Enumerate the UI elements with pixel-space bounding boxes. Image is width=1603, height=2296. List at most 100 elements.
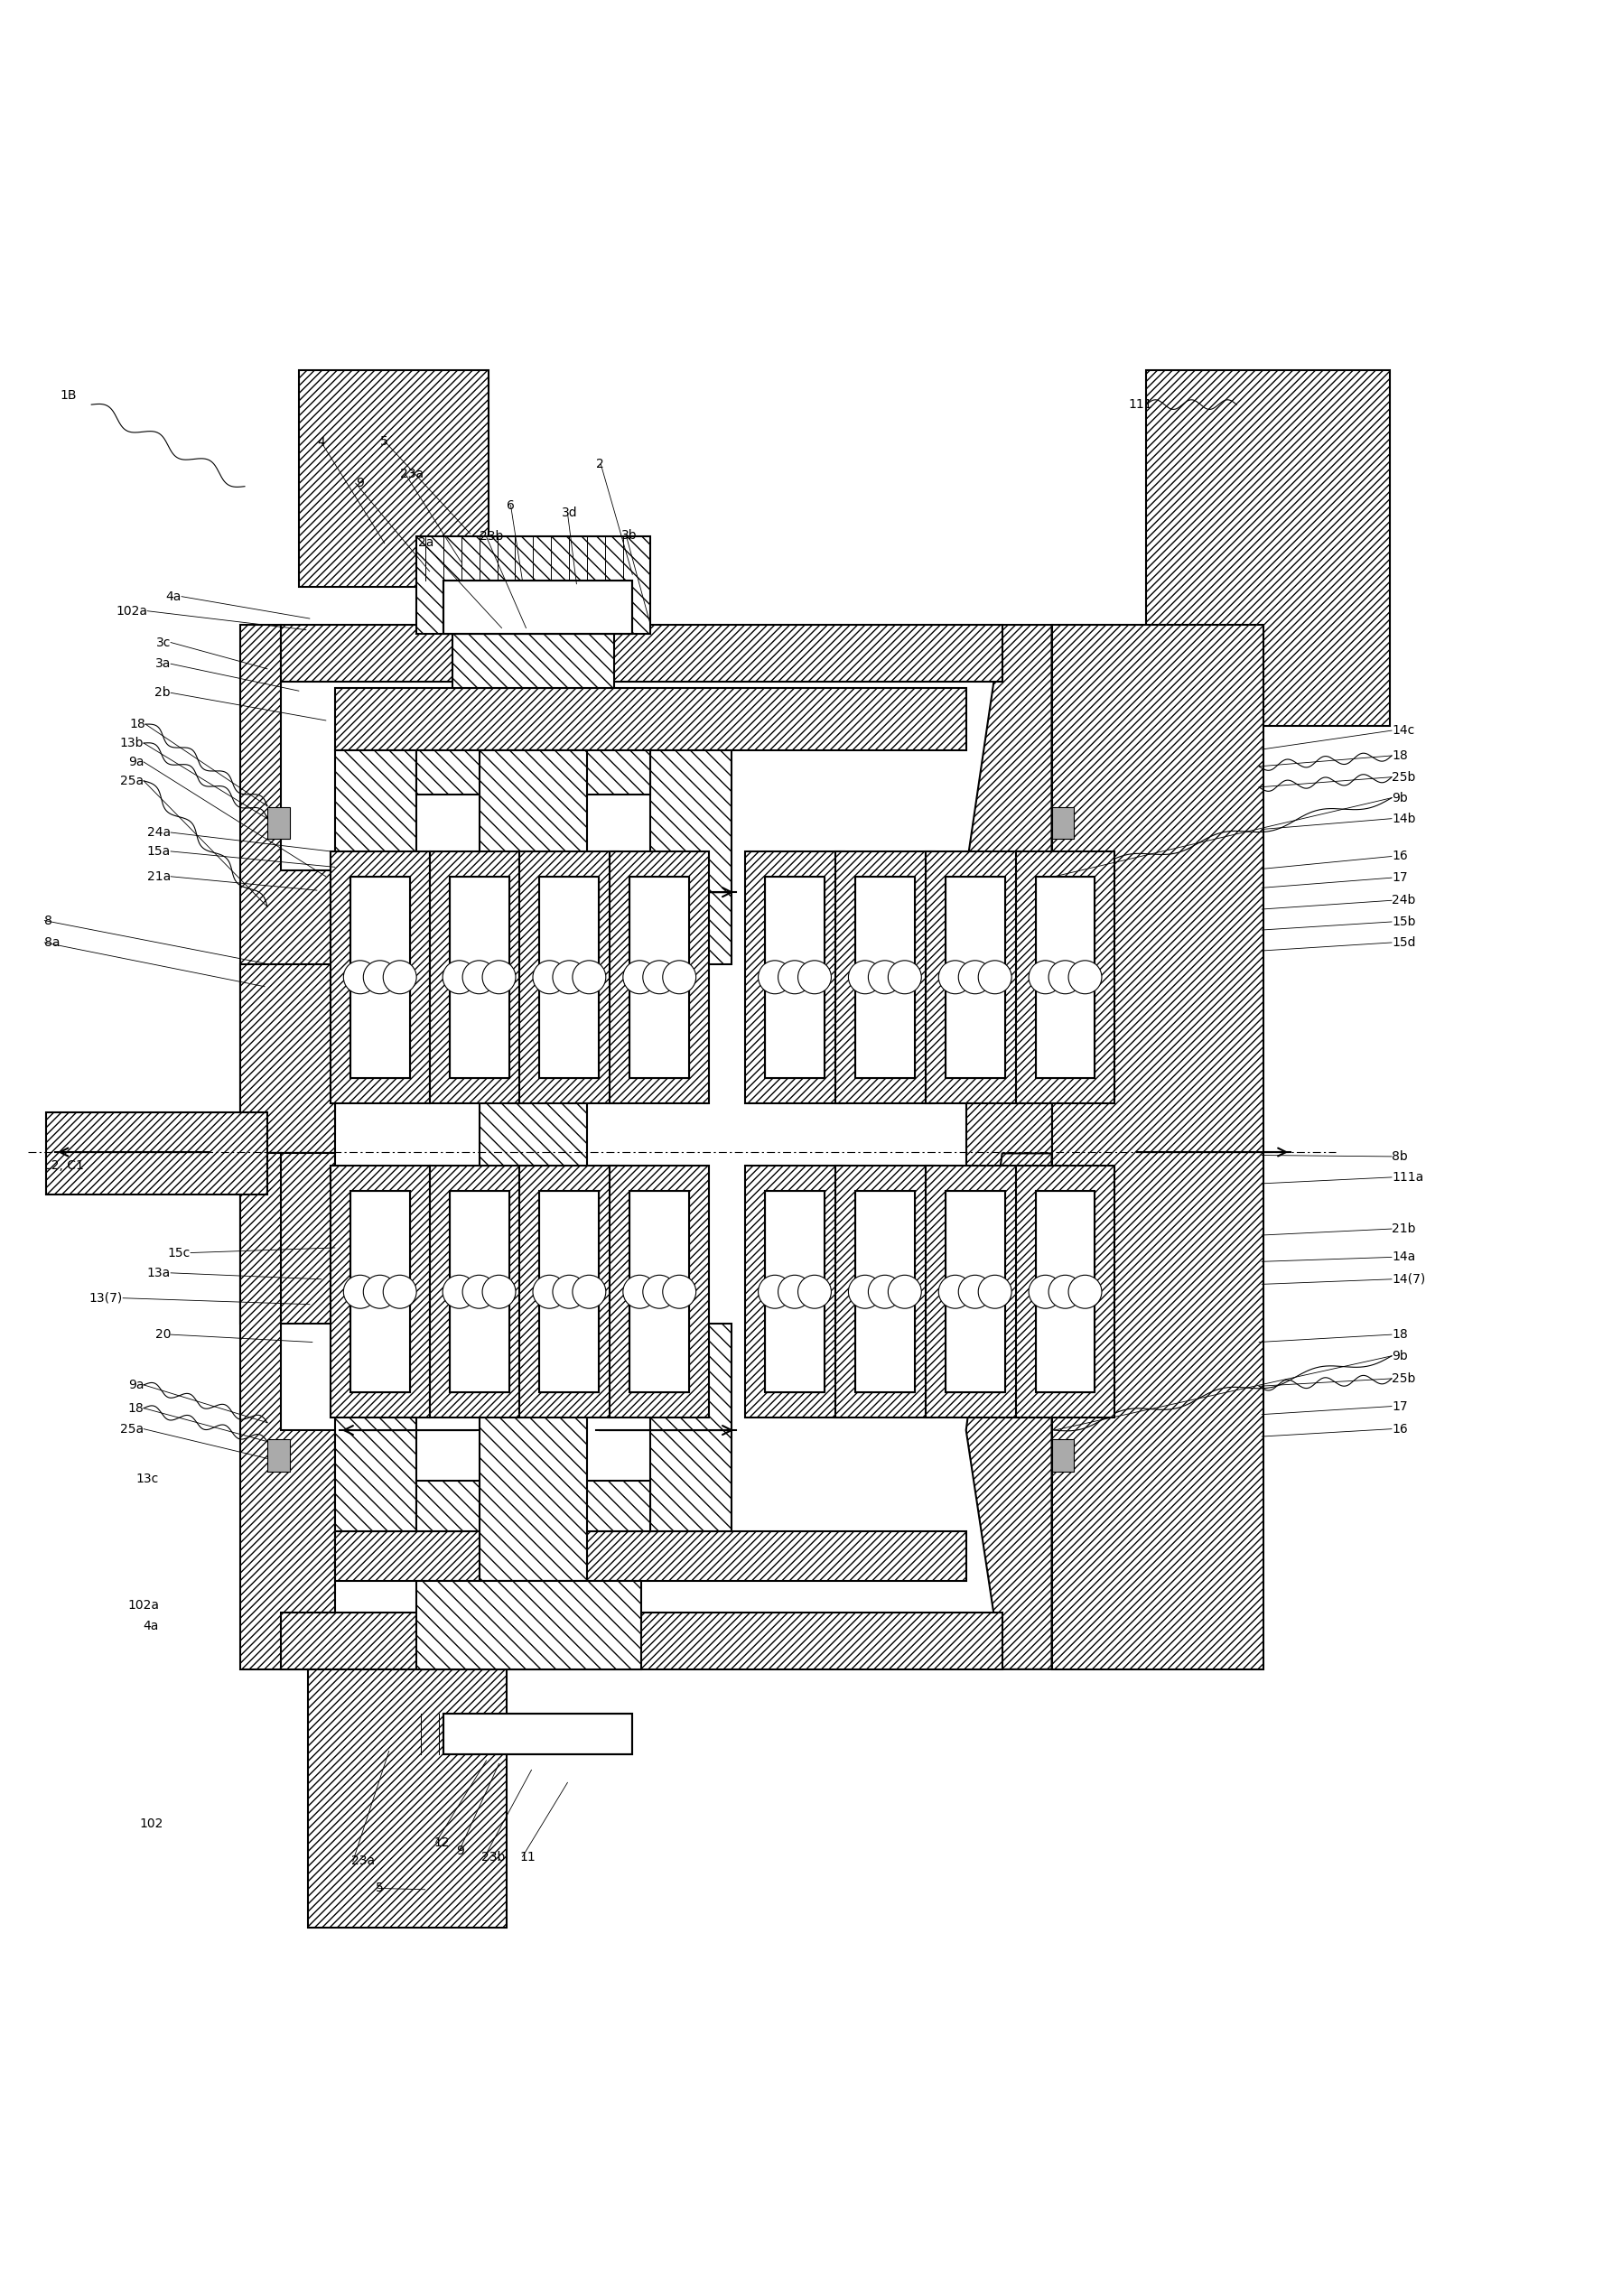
Circle shape: [978, 1274, 1011, 1309]
Circle shape: [364, 960, 396, 994]
Circle shape: [483, 960, 516, 994]
Circle shape: [643, 1274, 676, 1309]
Text: 24a: 24a: [147, 827, 172, 838]
Text: 2b: 2b: [155, 687, 172, 698]
Bar: [1052, 625, 1263, 1669]
Bar: [765, 877, 824, 1077]
Bar: [442, 1713, 633, 1754]
Text: 13a: 13a: [147, 1267, 172, 1279]
Bar: [268, 1440, 290, 1472]
Text: 9: 9: [457, 1844, 465, 1857]
Bar: [630, 877, 689, 1077]
Bar: [449, 877, 508, 1077]
Circle shape: [383, 1274, 417, 1309]
Text: 9a: 9a: [128, 755, 144, 769]
Circle shape: [978, 960, 1011, 994]
Polygon shape: [240, 625, 335, 1127]
Circle shape: [1029, 960, 1063, 994]
Circle shape: [939, 960, 971, 994]
Circle shape: [364, 1274, 396, 1309]
Bar: [281, 625, 1002, 682]
Bar: [540, 1192, 600, 1391]
Bar: [335, 689, 967, 751]
Bar: [925, 1166, 1024, 1417]
Text: 18: 18: [128, 1403, 144, 1414]
Circle shape: [758, 960, 792, 994]
Text: 16: 16: [1391, 850, 1407, 863]
Circle shape: [442, 960, 476, 994]
Circle shape: [758, 1274, 792, 1309]
Text: 2a: 2a: [418, 537, 433, 549]
Circle shape: [553, 1274, 587, 1309]
Bar: [349, 877, 410, 1077]
Bar: [745, 852, 845, 1102]
Circle shape: [798, 960, 832, 994]
Polygon shape: [240, 1153, 335, 1669]
Bar: [946, 877, 1005, 1077]
Text: 13b: 13b: [120, 737, 144, 748]
Circle shape: [777, 960, 811, 994]
Circle shape: [888, 960, 922, 994]
Bar: [298, 370, 489, 588]
Text: 18: 18: [130, 719, 146, 730]
Bar: [609, 852, 709, 1102]
Circle shape: [483, 1274, 516, 1309]
Bar: [417, 751, 651, 794]
Text: 102: 102: [139, 1816, 164, 1830]
Bar: [1016, 852, 1114, 1102]
Text: 13(7): 13(7): [90, 1293, 123, 1304]
Bar: [854, 877, 915, 1077]
Text: 14b: 14b: [1391, 813, 1415, 824]
Bar: [765, 877, 824, 1077]
Text: 23a: 23a: [399, 468, 423, 480]
Circle shape: [442, 1274, 476, 1309]
Circle shape: [643, 960, 676, 994]
Bar: [330, 852, 430, 1102]
Bar: [835, 1166, 935, 1417]
Bar: [240, 1153, 335, 1322]
Text: 4a: 4a: [143, 1621, 159, 1632]
Circle shape: [959, 960, 992, 994]
Bar: [630, 1192, 689, 1391]
Text: 21b: 21b: [1391, 1221, 1415, 1235]
Text: 18: 18: [1391, 1329, 1407, 1341]
Bar: [967, 964, 1052, 1322]
Text: 3c: 3c: [155, 636, 172, 650]
Bar: [442, 581, 633, 634]
Bar: [540, 877, 600, 1077]
Text: 23b: 23b: [479, 530, 503, 544]
Bar: [925, 852, 1024, 1102]
Bar: [540, 877, 600, 1077]
Text: 15d: 15d: [1391, 937, 1415, 948]
Text: 4: 4: [317, 436, 325, 448]
Bar: [46, 1114, 268, 1194]
Text: 9a: 9a: [128, 1378, 144, 1391]
Circle shape: [777, 1274, 811, 1309]
Bar: [835, 852, 935, 1102]
Bar: [1036, 877, 1095, 1077]
Text: 111: 111: [1129, 397, 1153, 411]
Bar: [609, 1166, 709, 1417]
Text: 2: 2: [596, 457, 604, 471]
Bar: [452, 634, 614, 689]
Text: 14a: 14a: [1391, 1251, 1415, 1263]
Bar: [630, 1192, 689, 1391]
Text: 8: 8: [45, 914, 53, 928]
Text: 23b: 23b: [481, 1851, 505, 1862]
Circle shape: [1069, 960, 1101, 994]
Bar: [854, 1192, 915, 1391]
Bar: [417, 1322, 651, 1368]
Bar: [765, 1192, 824, 1391]
Circle shape: [662, 960, 696, 994]
Bar: [1052, 806, 1074, 838]
Circle shape: [1069, 1274, 1101, 1309]
Bar: [946, 1192, 1005, 1391]
Text: 5: 5: [380, 434, 388, 448]
Circle shape: [848, 960, 882, 994]
Bar: [479, 751, 587, 1582]
Text: 1B: 1B: [59, 388, 77, 402]
Text: 21a: 21a: [147, 870, 172, 884]
Circle shape: [572, 1274, 606, 1309]
Text: 3d: 3d: [563, 507, 579, 519]
Bar: [946, 877, 1005, 1077]
